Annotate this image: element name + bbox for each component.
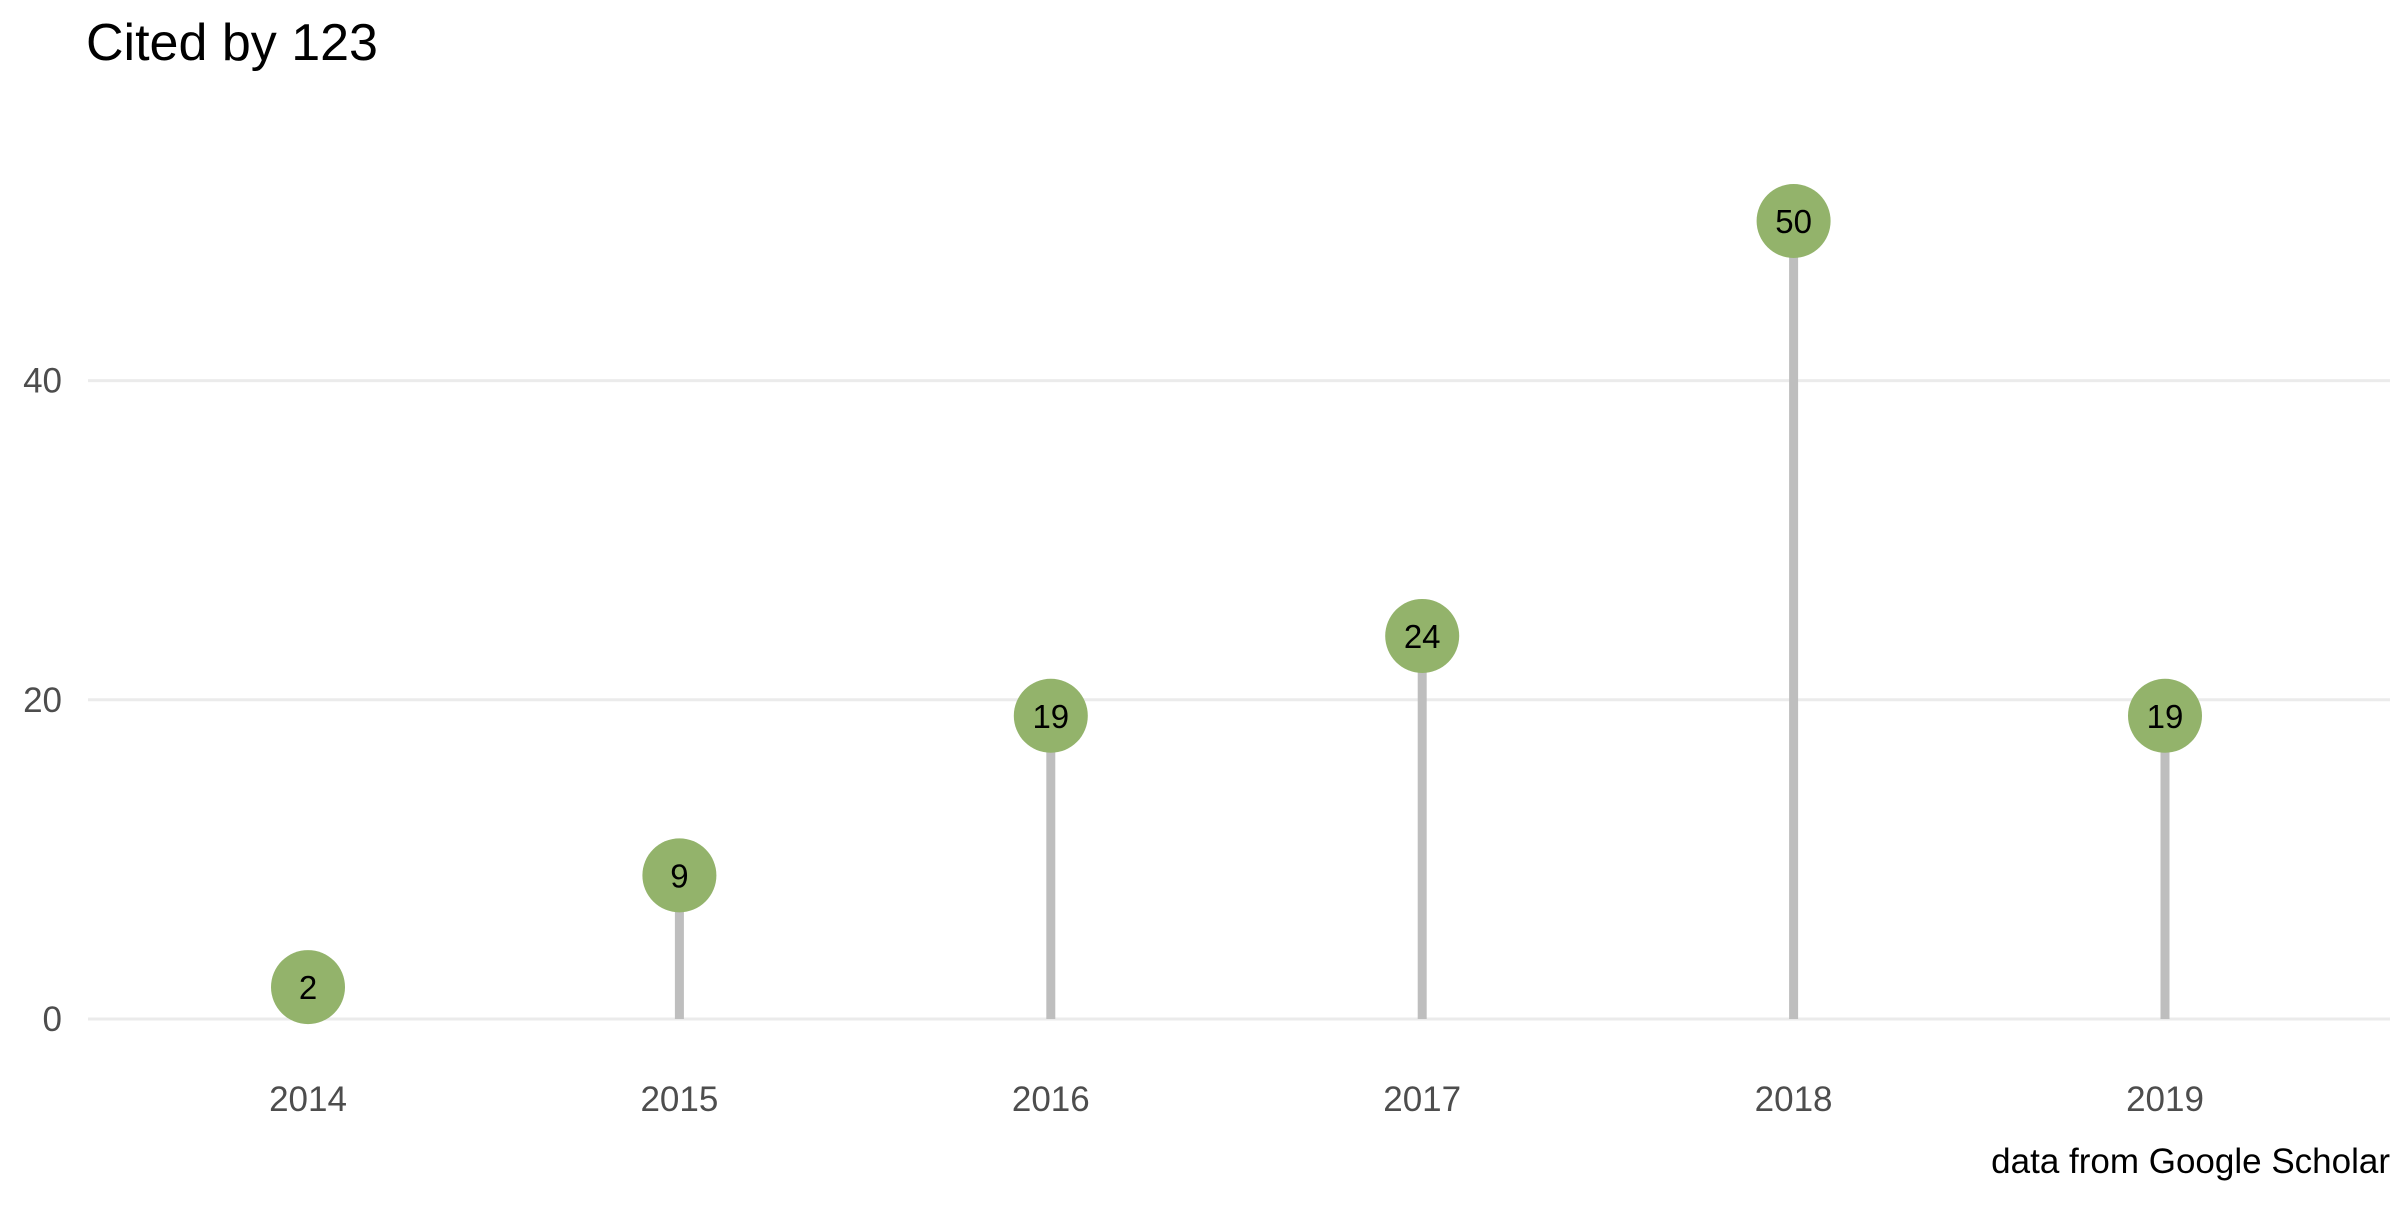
x-axis-ticks: 2014 2015 2016 2017 2018 2019 [269,1080,2204,1119]
value-label-2019: 19 [2147,698,2184,735]
point-2016 [1013,678,1088,753]
x-tick-label-2017: 2017 [1383,1080,1461,1119]
y-tick-label-0: 0 [43,1000,62,1039]
point-2014 [271,950,345,1025]
stems-layer [303,221,2170,1019]
grid-layer [88,379,2390,1021]
value-label-2014: 2 [299,969,317,1006]
chart-caption: data from Google Scholar [1991,1142,2390,1181]
value-label-2016: 19 [1032,698,1069,735]
value-label-2017: 24 [1404,618,1441,655]
x-tick-label-2015: 2015 [640,1080,718,1119]
point-2018 [1756,184,1831,258]
value-label-2015: 9 [670,857,688,894]
chart-title: Cited by 123 [86,14,378,72]
points-layer: 2 9 19 24 50 19 [271,184,2202,1025]
y-tick-label-20: 20 [23,681,62,720]
point-2019 [2128,678,2202,753]
y-tick-label-40: 40 [23,362,62,401]
x-tick-label-2019: 2019 [2126,1080,2204,1119]
point-2015 [642,838,717,913]
x-tick-label-2014: 2014 [269,1080,347,1119]
value-label-2018: 50 [1775,203,1812,240]
x-tick-label-2016: 2016 [1012,1080,1090,1119]
x-tick-label-2018: 2018 [1755,1080,1833,1119]
point-2017 [1385,598,1460,673]
y-axis-ticks: 0 20 40 [23,362,62,1039]
